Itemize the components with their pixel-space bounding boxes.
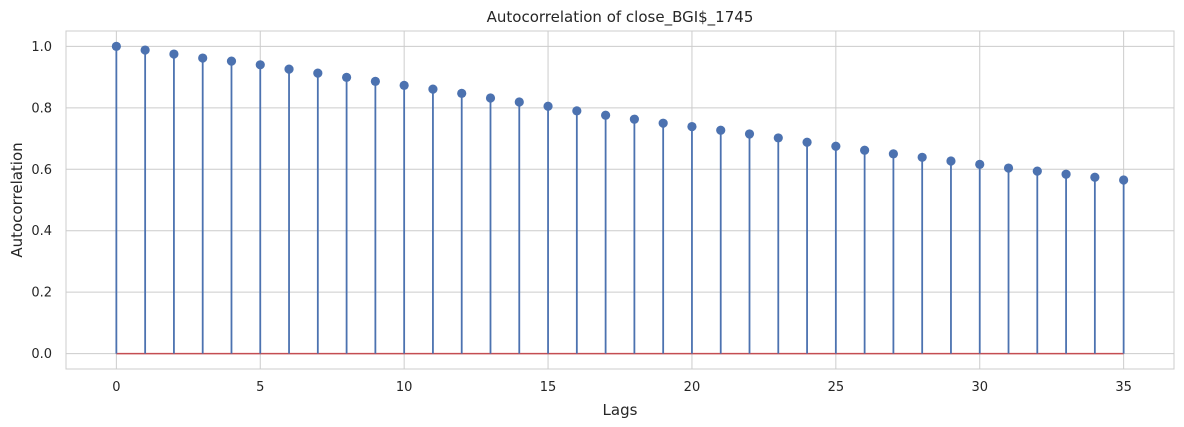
stem-marker bbox=[485, 93, 496, 103]
stem-marker bbox=[428, 84, 438, 94]
stem-marker bbox=[658, 118, 668, 128]
stem-marker bbox=[457, 88, 467, 98]
x-tick-label: 0 bbox=[112, 380, 120, 395]
y-axis-title: Autocorrelation bbox=[8, 142, 26, 257]
stem-marker bbox=[860, 145, 870, 155]
stem-marker bbox=[111, 41, 121, 51]
stem-marker bbox=[572, 106, 582, 116]
x-tick-label: 25 bbox=[828, 380, 845, 395]
stem-marker bbox=[370, 76, 380, 86]
y-tick-label: 0.4 bbox=[31, 224, 52, 239]
stem-marker bbox=[1090, 172, 1100, 182]
stem-marker bbox=[543, 101, 553, 111]
x-ticks: 0 5 10 15 20 25 30 35 bbox=[112, 380, 1132, 395]
stem-marker bbox=[888, 149, 899, 159]
stem-marker bbox=[313, 68, 323, 78]
x-tick-label: 30 bbox=[971, 380, 988, 395]
stem-marker bbox=[802, 137, 812, 147]
y-tick-label: 0.0 bbox=[31, 347, 52, 362]
stem-marker bbox=[226, 56, 237, 66]
stem-marker bbox=[169, 49, 179, 59]
markers bbox=[111, 41, 1129, 185]
stems bbox=[115, 46, 1125, 354]
stem-marker bbox=[975, 159, 985, 169]
stem-marker bbox=[744, 129, 755, 139]
stem-marker bbox=[198, 53, 208, 63]
plot-frame bbox=[65, 30, 1175, 370]
grid bbox=[66, 31, 1174, 369]
stem-marker bbox=[917, 152, 927, 162]
stem-marker bbox=[140, 45, 150, 55]
x-tick-label: 35 bbox=[1115, 380, 1132, 395]
stem-marker bbox=[831, 141, 841, 151]
stem-marker bbox=[629, 114, 639, 124]
stem-marker bbox=[773, 133, 783, 143]
y-tick-label: 0.2 bbox=[31, 286, 52, 301]
y-tick-label: 0.8 bbox=[31, 101, 52, 116]
y-tick-label: 0.6 bbox=[31, 163, 52, 178]
stem-marker bbox=[341, 72, 352, 82]
stem-marker bbox=[687, 121, 697, 132]
x-tick-label: 15 bbox=[540, 380, 557, 395]
y-ticks: 0.0 0.2 0.4 0.6 0.8 1.0 bbox=[31, 40, 52, 362]
x-tick-label: 5 bbox=[256, 380, 264, 395]
stem-marker bbox=[1032, 166, 1042, 176]
x-axis-title: Lags bbox=[603, 401, 638, 419]
stem-marker bbox=[1061, 169, 1071, 179]
chart-title: Autocorrelation of close_BGI$_1745 bbox=[487, 8, 754, 27]
stem-marker bbox=[946, 156, 956, 166]
stem-marker bbox=[601, 110, 611, 120]
stem-marker bbox=[284, 64, 294, 74]
stem-marker bbox=[399, 80, 409, 90]
y-tick-label: 1.0 bbox=[31, 40, 52, 55]
x-tick-label: 10 bbox=[396, 380, 413, 395]
stem-marker bbox=[514, 97, 524, 107]
stem-marker bbox=[716, 125, 726, 135]
stem-marker bbox=[1003, 163, 1014, 173]
stem-marker bbox=[255, 60, 265, 70]
x-tick-label: 20 bbox=[684, 380, 701, 395]
stem-marker bbox=[1119, 175, 1129, 185]
